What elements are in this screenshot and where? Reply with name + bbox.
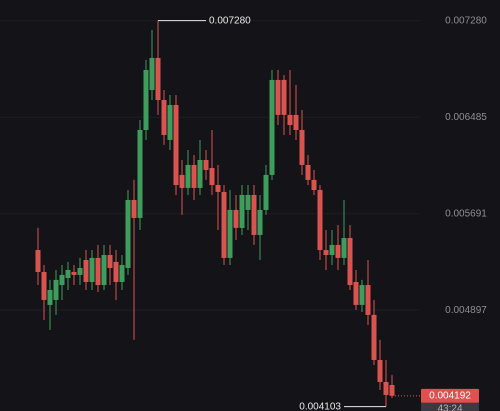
y-tick-label: 0.004897	[445, 305, 487, 316]
candle-body	[149, 57, 155, 91]
min-marker-label: 0.004103	[299, 401, 341, 411]
candle-body	[371, 314, 377, 360]
countdown-label: 43:24	[437, 403, 462, 411]
candle-body	[59, 274, 65, 286]
candle-body	[233, 209, 239, 228]
candle-body	[299, 129, 305, 165]
candle-body	[35, 250, 41, 273]
last-price-box	[421, 388, 479, 403]
candle-body	[275, 79, 281, 115]
candle-body	[317, 190, 323, 251]
candle-body	[329, 244, 335, 256]
y-tick-label: 0.006485	[445, 112, 487, 123]
candle-body	[95, 257, 101, 286]
candle-body	[305, 164, 311, 180]
candle-body	[71, 272, 77, 275]
candle-body	[257, 209, 263, 235]
candle-body	[383, 381, 389, 395]
candle-body	[215, 185, 221, 192]
candle-body	[197, 160, 203, 188]
candle-body	[377, 359, 383, 382]
candle-body	[365, 285, 371, 315]
candle-body	[113, 261, 119, 282]
candle-body	[53, 279, 59, 300]
candle-body	[359, 285, 365, 305]
countdown-box	[421, 402, 479, 411]
candle-body	[191, 164, 197, 188]
candle-body	[173, 104, 179, 186]
candle-body	[77, 268, 83, 275]
candle-body	[227, 209, 233, 258]
candle-body	[161, 99, 167, 135]
candle-body	[131, 199, 137, 218]
candle-body	[83, 259, 89, 282]
last-price-label: 0.004192	[429, 390, 471, 401]
candle-body	[89, 257, 95, 282]
candle-body	[347, 237, 353, 286]
candle-body	[179, 174, 185, 188]
max-marker-label: 0.007280	[209, 15, 251, 26]
candle-body	[203, 160, 209, 170]
candle-body	[335, 244, 341, 258]
candle-body	[341, 237, 347, 258]
y-tick-label: 0.005691	[445, 208, 487, 219]
candle-body	[137, 129, 143, 218]
candle-body	[263, 174, 269, 210]
candle-body	[389, 385, 395, 396]
candle-body	[323, 250, 329, 256]
candle-body	[143, 69, 149, 130]
candle-body	[251, 194, 257, 235]
candle-body	[287, 114, 293, 126]
candle-body	[269, 79, 275, 175]
candle-body	[221, 191, 227, 258]
candle-body	[107, 255, 113, 269]
y-tick-label: 0.007280	[445, 15, 487, 26]
candle-body	[47, 289, 53, 305]
candle-body	[281, 79, 287, 115]
candle-body	[101, 255, 107, 286]
candle-body	[311, 179, 317, 191]
candle-body	[209, 168, 215, 186]
candle-body	[65, 269, 71, 278]
candle-body	[245, 194, 251, 210]
candle-body	[185, 164, 191, 188]
candle-body	[293, 114, 299, 130]
candle-body	[167, 104, 173, 140]
candle-body	[353, 281, 359, 305]
candle-body	[239, 194, 245, 228]
candle-body	[155, 57, 161, 100]
candle-body	[41, 272, 47, 300]
candle-body	[119, 264, 125, 282]
candle-body	[125, 199, 131, 269]
